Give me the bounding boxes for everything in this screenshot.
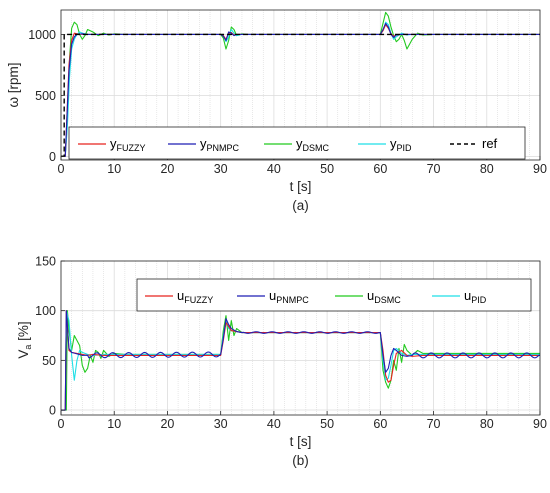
y-axis-label-sub: a — [23, 345, 33, 350]
legend: yFUZZY yPNMPC yDSMC yPID ref — [68, 126, 526, 160]
y-tick-label: 150 — [35, 255, 56, 269]
y-axis-label-main: V — [16, 350, 31, 359]
y-tick-label: 50 — [42, 354, 56, 368]
series-line-fuzzy — [61, 24, 540, 157]
legend-subscript: FUZZY — [117, 143, 146, 153]
legend-subscript: PID — [471, 295, 487, 305]
x-tick-label: 60 — [373, 162, 387, 176]
legend-entry: uPID — [464, 288, 487, 305]
legend-name: y — [200, 136, 207, 151]
x-tick-label: 80 — [480, 417, 494, 431]
legend-subscript: DSMC — [374, 295, 401, 305]
legend-name: u — [177, 288, 184, 303]
legend-name: u — [464, 288, 471, 303]
figure-caption: (a) — [292, 198, 309, 213]
legend-entry: yFUZZY — [110, 136, 146, 153]
legend-entry: ref — [482, 136, 498, 151]
legend-subscript: PNMPC — [207, 143, 240, 153]
legend-entry: yPNMPC — [200, 136, 240, 153]
axes-frame — [60, 9, 541, 161]
y-axis-label: ω [rpm] — [6, 62, 21, 107]
y-tick-label: 500 — [35, 89, 56, 103]
legend-box — [68, 126, 526, 160]
axes-frame — [60, 260, 541, 416]
x-tick-label: 30 — [214, 417, 228, 431]
legend-name: y — [390, 136, 397, 151]
legend-subscript: DSMC — [303, 143, 330, 153]
legend-name: ref — [482, 136, 498, 151]
y-tick-label: 1000 — [28, 28, 56, 42]
x-tick-label: 60 — [373, 417, 387, 431]
y-tick-label: 0 — [49, 150, 56, 164]
legend-subscript: PNMPC — [276, 295, 309, 305]
x-tick-label: 0 — [58, 162, 65, 176]
y-axis-label: Va [%] — [16, 321, 33, 358]
chart-panel-a: 0 10 20 30 40 50 60 70 80 90 0 500 1000 t [s] ω [rpm] (… — [6, 9, 547, 213]
x-axis-label: t [s] — [290, 434, 312, 449]
x-tick-label: 30 — [214, 162, 228, 176]
x-tick-label: 20 — [160, 417, 174, 431]
x-tick-label: 70 — [427, 162, 441, 176]
legend-entry: uDSMC — [367, 288, 401, 305]
x-tick-label: 90 — [533, 162, 547, 176]
legend-entry: yDSMC — [296, 136, 329, 153]
legend-name: u — [367, 288, 374, 303]
x-tick-label: 80 — [480, 162, 494, 176]
x-tick-label: 0 — [58, 417, 65, 431]
legend-subscript: FUZZY — [184, 295, 213, 305]
series-group — [61, 310, 540, 411]
series-line-pid — [61, 21, 540, 157]
x-tick-label: 90 — [533, 417, 547, 431]
legend-name: y — [110, 136, 117, 151]
y-axis-label-main: ω [rpm] — [6, 62, 21, 107]
legend-entry: yPID — [390, 136, 412, 153]
legend-name: y — [296, 136, 303, 151]
x-tick-label: 40 — [267, 162, 281, 176]
x-tick-label: 10 — [107, 417, 121, 431]
figure-caption: (b) — [292, 453, 309, 468]
legend: uFUZZY uPNMPC uDSMC uPID — [136, 278, 532, 312]
y-axis-label-unit: [%] — [16, 321, 31, 344]
legend-entry: uPNMPC — [269, 288, 309, 305]
x-tick-label: 70 — [427, 417, 441, 431]
series-line-pnmpc — [61, 310, 540, 411]
chart-panel-b: 0 10 20 30 40 50 60 70 80 90 0 50 100 150 t [s] Va [%] (… — [16, 255, 547, 469]
x-tick-label: 40 — [267, 417, 281, 431]
legend-entry: uFUZZY — [177, 288, 213, 305]
x-tick-label: 50 — [320, 162, 334, 176]
x-tick-label: 20 — [160, 162, 174, 176]
y-tick-label: 0 — [49, 404, 56, 418]
legend-box — [136, 278, 532, 312]
x-tick-label: 10 — [107, 162, 121, 176]
legend-name: u — [269, 288, 276, 303]
y-tick-label: 100 — [35, 304, 56, 318]
x-tick-label: 50 — [320, 417, 334, 431]
x-axis-label: t [s] — [290, 179, 312, 194]
series-line-pnmpc — [61, 22, 540, 157]
legend-subscript: PID — [397, 143, 413, 153]
